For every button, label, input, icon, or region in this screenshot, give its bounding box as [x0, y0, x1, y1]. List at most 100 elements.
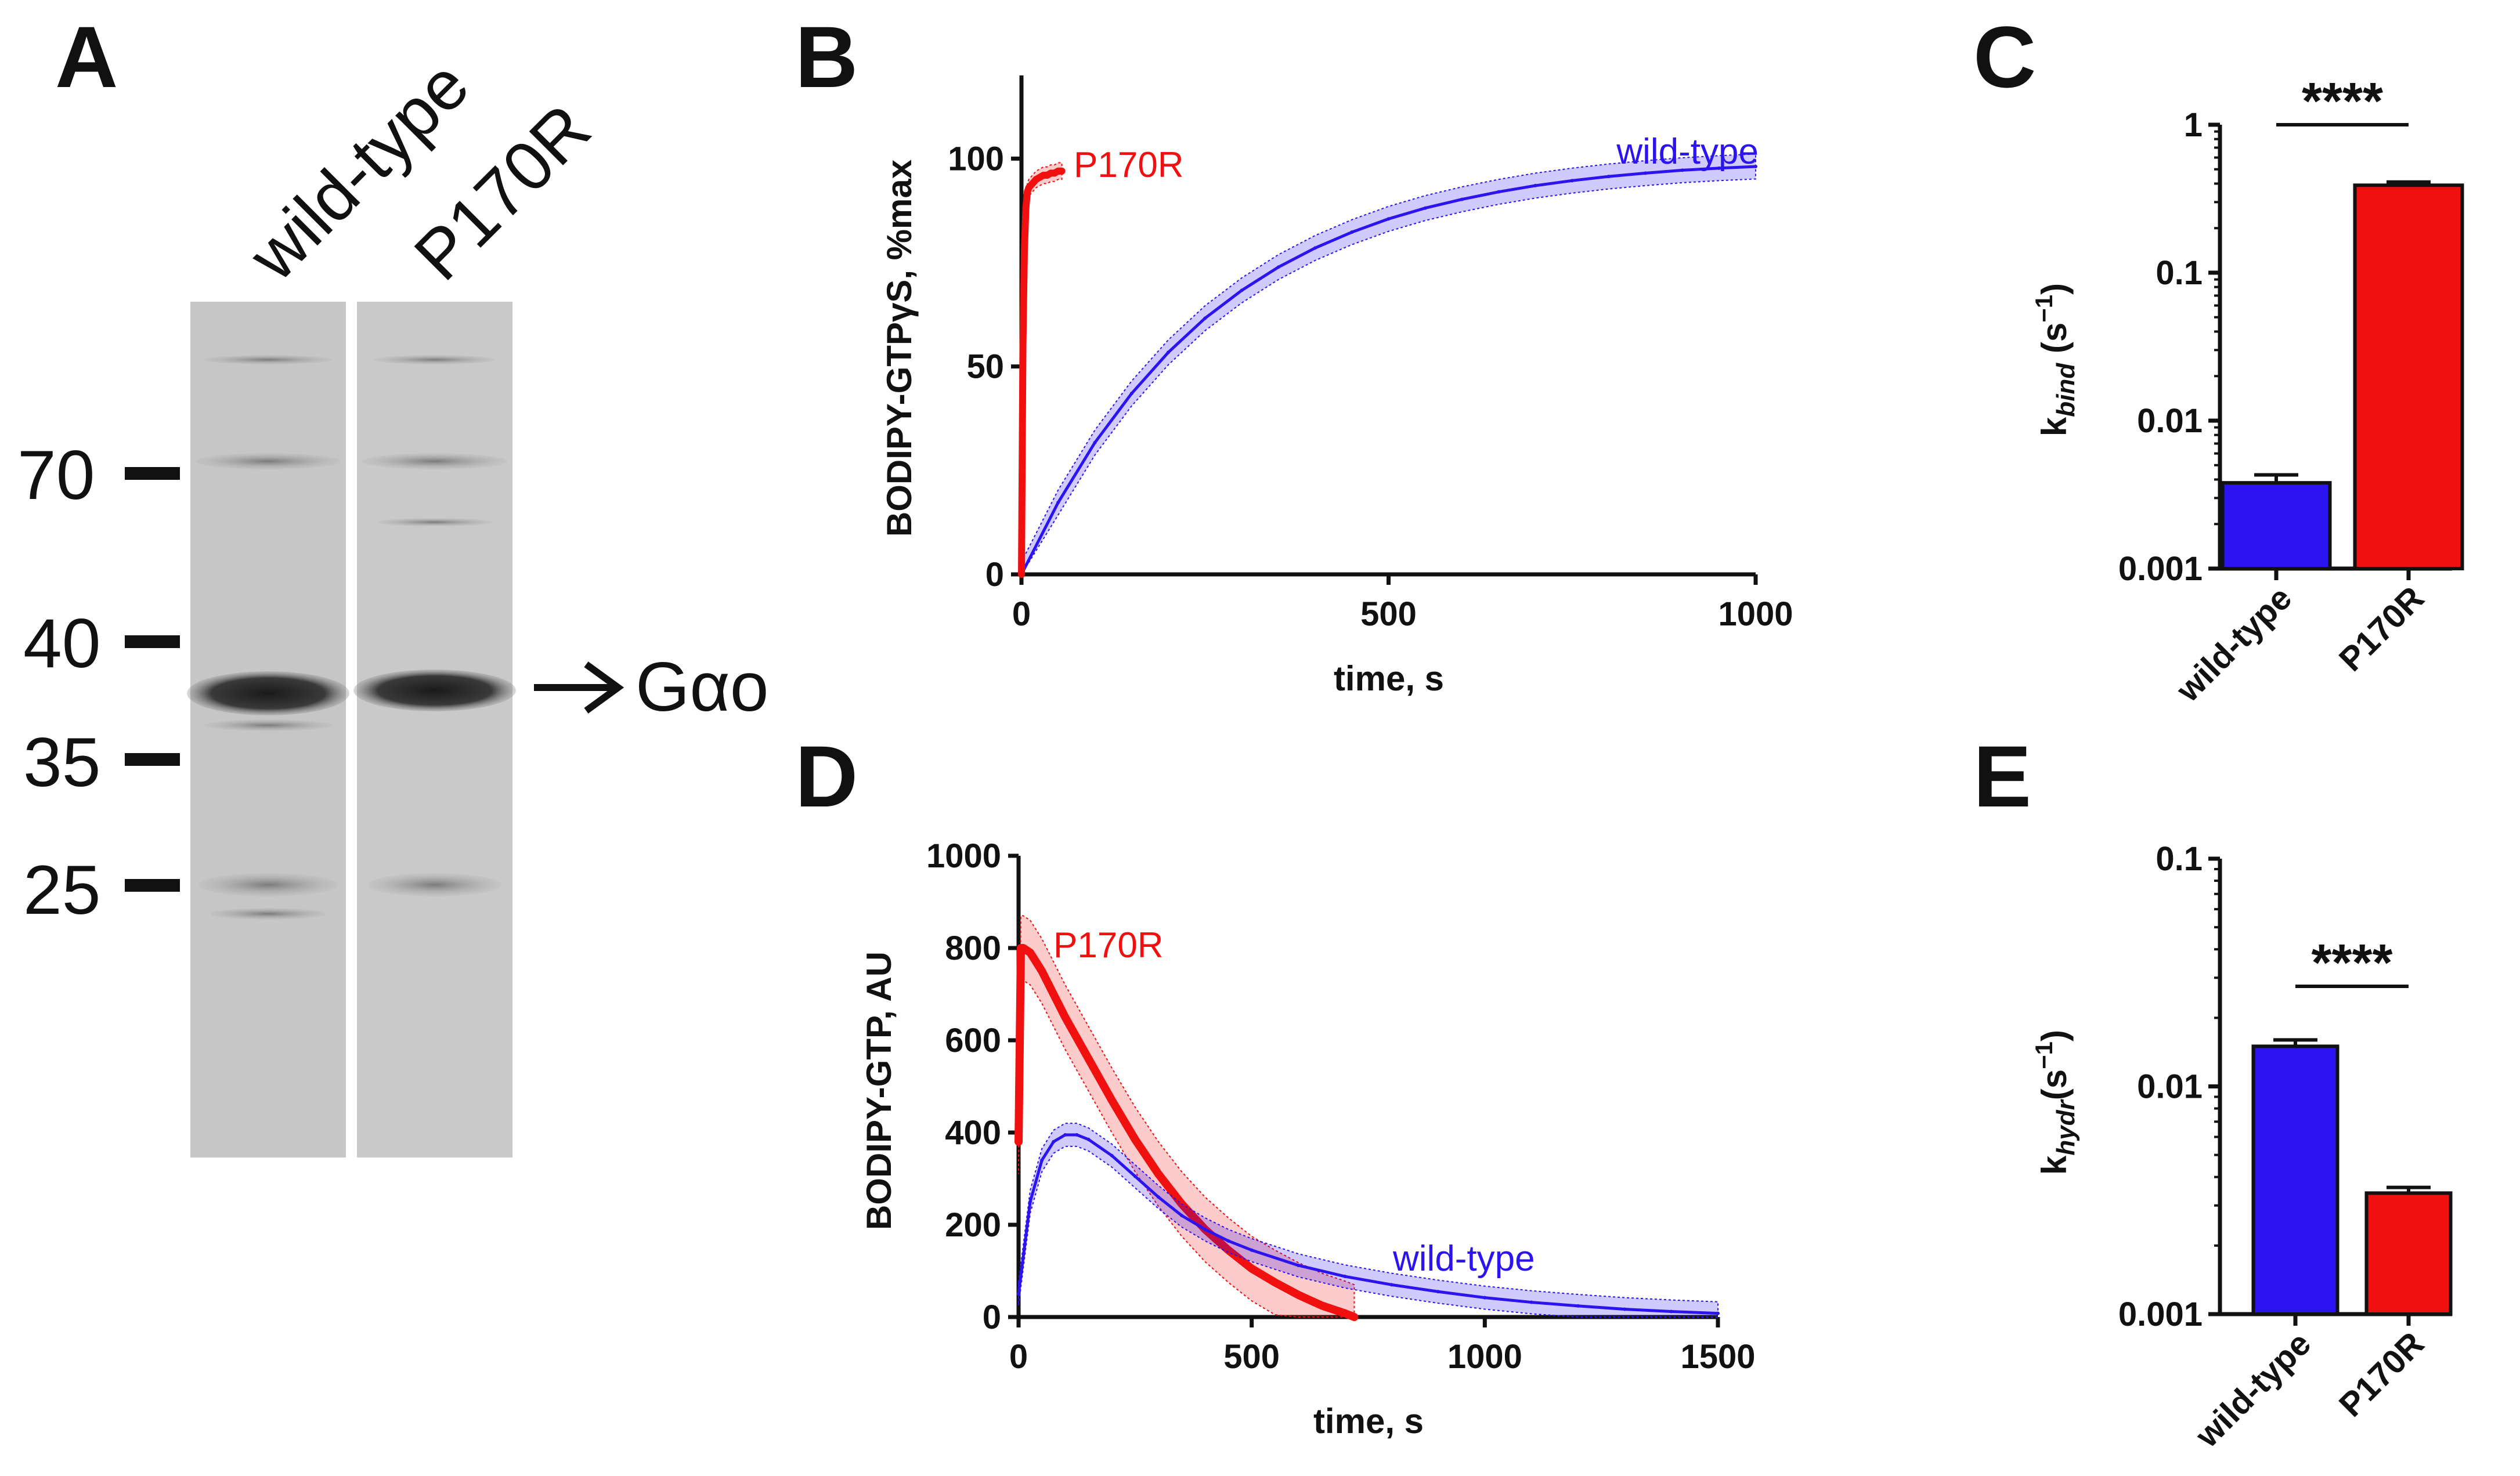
- bar-wild-type: [2221, 481, 2332, 571]
- series-band-p170r: [1021, 162, 1063, 575]
- mw-marker-70: 70: [17, 436, 180, 514]
- panel-letter-e: E: [1973, 728, 2031, 825]
- gel-lane-wild-type: [187, 302, 349, 1157]
- data-point-p170r: [1021, 247, 1028, 254]
- significance-stars: ****: [2311, 934, 2392, 992]
- y-axis-title-unit: (s: [2035, 323, 2074, 363]
- x-tick-label: 500: [1360, 595, 1417, 633]
- mw-marker-label: 25: [23, 851, 100, 929]
- data-point-wild-type: [1529, 1300, 1533, 1304]
- data-point-wild-type: [1436, 1290, 1440, 1294]
- y-tick-label: 1000: [926, 837, 1001, 875]
- panel-a: A: [17, 8, 768, 1157]
- gel-band-faint: [204, 355, 332, 364]
- bar-p170r: [2353, 183, 2464, 571]
- data-point-p170r: [1019, 342, 1027, 349]
- data-point-wild-type: [1313, 246, 1317, 250]
- gel-band-faint: [377, 518, 493, 526]
- panel-letter-c: C: [1973, 8, 2036, 106]
- x-tick-label: 500: [1223, 1338, 1280, 1376]
- data-point-wild-type: [1093, 440, 1097, 444]
- data-point-wild-type: [1460, 197, 1464, 201]
- data-point-wild-type: [1063, 1133, 1067, 1137]
- bar-p170r: [2364, 1191, 2453, 1316]
- x-tick-label: 1500: [1680, 1338, 1755, 1376]
- data-point-wild-type: [1533, 183, 1537, 187]
- y-tick-label: 0.001: [2118, 1296, 2203, 1333]
- data-point-wild-type: [1423, 206, 1427, 210]
- data-point-p170r: [1155, 1170, 1162, 1178]
- panel-e-marks: 0.001 0.01 0.1 wild-type P170R ****: [2118, 840, 2453, 1455]
- gel-band-galpha-o: [187, 671, 349, 715]
- x-tick-label: 0: [1009, 1338, 1028, 1376]
- panel-d-marks: 0 200 400 600 800 1000 0 500 1000 1500 P170R wild-t…: [926, 837, 1756, 1376]
- data-point-wild-type: [1203, 316, 1207, 320]
- panel-letter-d: D: [795, 728, 858, 825]
- data-point-wild-type: [1276, 265, 1280, 269]
- mw-marker-35: 35: [23, 723, 180, 801]
- gel-band-70: [196, 453, 341, 469]
- data-point-p170r: [1015, 1138, 1022, 1145]
- right-arrow-icon: [534, 661, 624, 714]
- series-label-p170r: P170R: [1074, 145, 1184, 185]
- data-point-p170r: [1131, 1135, 1139, 1143]
- gel-band-galpha-o: [353, 670, 516, 711]
- y-tick-label: 600: [945, 1022, 1001, 1059]
- data-point-wild-type: [1226, 1239, 1230, 1243]
- panel-c: C kbind (s−1) 0.001 0.01 0.1 1 wild-type P170…: [1973, 8, 2464, 710]
- data-point-p170r: [1271, 1279, 1279, 1286]
- y-axis-title-subscript: bind: [2052, 363, 2080, 417]
- series-label-wild-type: wild-type: [1392, 1239, 1535, 1279]
- data-point-p170r: [1020, 945, 1027, 952]
- data-point-wild-type: [1716, 1311, 1720, 1315]
- data-point-wild-type: [1680, 168, 1684, 172]
- data-point-wild-type: [1576, 1304, 1580, 1308]
- gel-band-faint: [374, 355, 496, 364]
- mw-marker-dash: [125, 467, 180, 480]
- data-point-p170r: [1038, 967, 1046, 975]
- data-point-wild-type: [1570, 179, 1574, 183]
- series-label-wild-type: wild-type: [1616, 132, 1759, 172]
- y-axis-title: khydr(s−1): [2030, 1030, 2080, 1175]
- data-point-wild-type: [1180, 1214, 1184, 1218]
- significance-stars: ****: [2302, 73, 2383, 131]
- data-point-p170r: [1018, 571, 1025, 578]
- data-point-wild-type: [1497, 190, 1501, 194]
- data-point-wild-type: [1203, 1227, 1207, 1231]
- y-tick-label: 400: [945, 1114, 1001, 1152]
- x-tick-label: 1000: [1718, 595, 1793, 633]
- panel-letter-b: B: [795, 8, 858, 106]
- y-axis-title-close: ): [2035, 1030, 2074, 1041]
- data-point-p170r: [1027, 949, 1034, 956]
- gel-band-faint: [204, 719, 332, 731]
- data-point-wild-type: [1754, 164, 1757, 168]
- y-axis-title-main: k: [2035, 1155, 2074, 1175]
- data-point-wild-type: [1250, 1248, 1254, 1252]
- y-tick-label: 1: [2184, 106, 2203, 144]
- gel-band-25: [368, 873, 501, 896]
- x-tick-label: P170R: [2332, 1325, 2431, 1424]
- y-tick-label: 50: [966, 348, 1004, 386]
- x-axis-title: time, s: [1313, 1402, 1424, 1441]
- series-band-wild-type: [1021, 153, 1756, 577]
- y-axis-title-close: ): [2035, 283, 2074, 295]
- mw-marker-dash: [125, 753, 180, 766]
- data-point-wild-type: [1129, 392, 1133, 396]
- x-axis-title: time, s: [1334, 659, 1444, 698]
- data-point-wild-type: [1350, 230, 1354, 234]
- gel-band-70: [362, 453, 507, 469]
- data-point-p170r: [1085, 1055, 1092, 1062]
- x-tick-label: 1000: [1447, 1338, 1522, 1376]
- x-tick-label: 0: [1012, 595, 1031, 633]
- gel-lane-background: [357, 302, 512, 1157]
- y-tick-label: 100: [948, 140, 1004, 178]
- x-tick-label: wild-type: [2169, 579, 2299, 709]
- y-tick-label: 0: [985, 556, 1004, 594]
- y-tick-label: 0.1: [2156, 840, 2203, 878]
- data-point-wild-type: [1086, 1137, 1091, 1141]
- gel-band-faint: [210, 908, 326, 920]
- gel-band-25: [198, 873, 338, 896]
- y-tick-label: 0.01: [2137, 402, 2203, 440]
